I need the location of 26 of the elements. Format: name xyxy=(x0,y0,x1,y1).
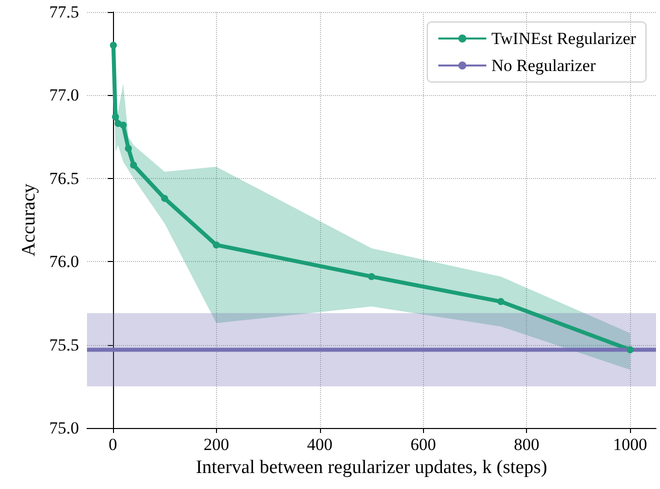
x-tick-label: 800 xyxy=(514,435,540,454)
point xyxy=(626,346,634,354)
point xyxy=(130,162,138,169)
y-tick-label: 77.0 xyxy=(49,86,79,105)
y-tick-label: 76.5 xyxy=(49,168,79,188)
x-tick-label: 400 xyxy=(307,435,333,454)
x-tick-label: 1000 xyxy=(613,435,648,454)
point xyxy=(112,113,119,120)
y-tick-label: 77.5 xyxy=(49,2,79,22)
legend-label: No Regularizer xyxy=(491,56,596,75)
y-tick-label: 75.0 xyxy=(49,418,79,438)
y-tick-label: 76.0 xyxy=(49,252,79,272)
point xyxy=(497,298,504,306)
point xyxy=(110,42,117,49)
point xyxy=(124,144,132,152)
point xyxy=(120,122,127,129)
point xyxy=(212,241,220,248)
y-tick-label: 75.5 xyxy=(49,335,79,354)
x-tick-label: 600 xyxy=(410,435,436,454)
x-axis-title: Interval between regularizer updates, k (steps) xyxy=(196,457,548,478)
x-tick-label: 200 xyxy=(204,435,230,454)
point xyxy=(368,273,375,280)
legend-label: TwINEst Regularizer xyxy=(491,29,636,48)
x-tick-label: 0 xyxy=(108,435,118,454)
y-axis-title: Accuracy xyxy=(18,183,40,256)
point xyxy=(161,194,168,202)
